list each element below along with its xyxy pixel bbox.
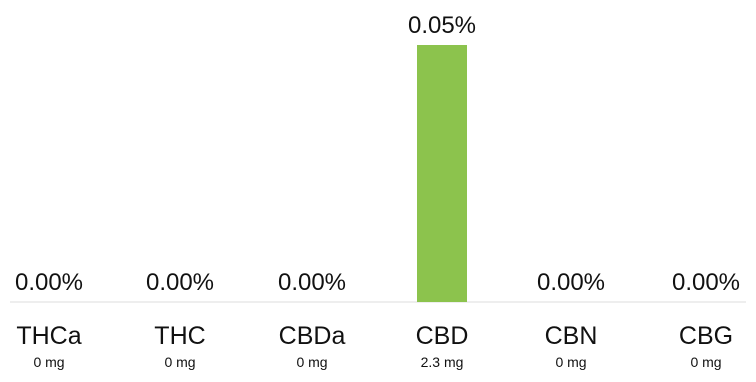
category-label-cbg: CBG — [679, 322, 733, 350]
amount-label-cbda: 0 mg — [296, 354, 327, 370]
value-label-thc: 0.00% — [146, 269, 214, 296]
value-label-cbda: 0.00% — [278, 269, 346, 296]
amount-label-thc: 0 mg — [164, 354, 195, 370]
category-label-cbd: CBD — [416, 322, 469, 350]
value-labels: 0.00% 0.00% 0.00% 0.05% 0.00% 0.00% — [15, 12, 740, 296]
category-label-thca: THCa — [16, 322, 81, 350]
value-label-cbd: 0.05% — [408, 12, 476, 39]
amount-label-cbn: 0 mg — [555, 354, 586, 370]
value-label-thca: 0.00% — [15, 269, 83, 296]
amount-label-cbd: 2.3 mg — [421, 354, 464, 370]
category-label-cbn: CBN — [545, 322, 598, 350]
value-label-cbn: 0.00% — [537, 269, 605, 296]
category-labels: THCa THC CBDa CBD CBN CBG — [16, 322, 733, 350]
bar-cbd — [417, 45, 467, 302]
amount-labels: 0 mg 0 mg 0 mg 2.3 mg 0 mg 0 mg — [33, 354, 721, 370]
category-label-cbda: CBDa — [279, 322, 346, 350]
value-label-cbg: 0.00% — [672, 269, 740, 296]
amount-label-thca: 0 mg — [33, 354, 64, 370]
bars — [417, 45, 467, 302]
category-label-thc: THC — [154, 322, 205, 350]
amount-label-cbg: 0 mg — [690, 354, 721, 370]
